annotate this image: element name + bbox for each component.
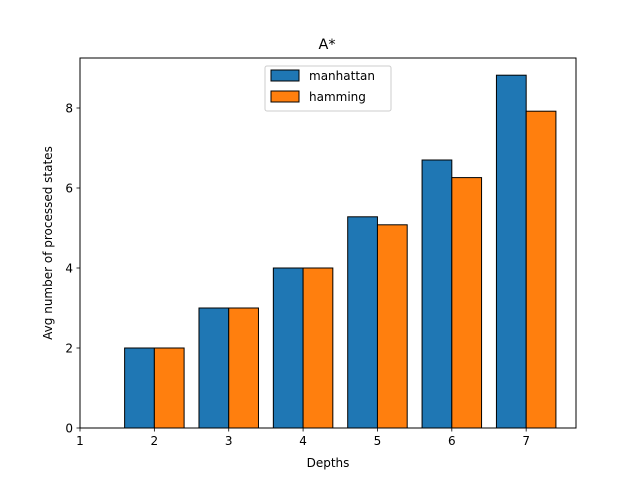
y-axis: 0 2 4 6 8 [65,101,80,435]
chart-title: A* [318,37,335,53]
y-axis-label: Avg number of processed states [41,146,55,340]
bar-hamming-7 [525,110,557,429]
x-axis: 1 2 3 4 5 6 7 [76,428,530,448]
y-tick-label: 2 [65,341,73,355]
x-tick-label: 2 [151,434,159,448]
legend-swatch-manhattan [270,69,300,82]
bar-manhattan-6 [421,159,453,429]
x-tick-label: 7 [522,434,530,448]
x-tick-label: 3 [225,434,233,448]
x-tick-label: 5 [374,434,382,448]
bar-hamming-5 [376,224,408,429]
y-tick-label: 4 [65,261,73,275]
x-axis-label: Depths [307,456,350,470]
bar-hamming-2 [153,347,185,429]
y-tick-label: 8 [65,101,73,115]
bar-hamming-4 [302,267,334,429]
legend: manhattan hamming [264,65,392,112]
legend-label-manhattan: manhattan [309,69,375,83]
x-tick-label: 6 [448,434,456,448]
bar-hamming-3 [228,307,259,429]
y-tick-label: 6 [65,181,73,195]
bar-manhattan-2 [124,347,155,429]
x-tick-label: 1 [76,434,84,448]
legend-label-hamming: hamming [309,90,366,104]
bar-manhattan-4 [272,267,304,429]
y-tick-label: 0 [65,421,73,435]
bar-manhattan-5 [347,216,378,429]
bar-hamming-6 [451,177,483,429]
bar-manhattan-3 [198,307,230,429]
legend-swatch-hamming [270,90,300,103]
bars-group [124,74,557,429]
bar-manhattan-7 [495,74,527,429]
x-tick-label: 4 [299,434,307,448]
plot-frame [79,57,577,429]
